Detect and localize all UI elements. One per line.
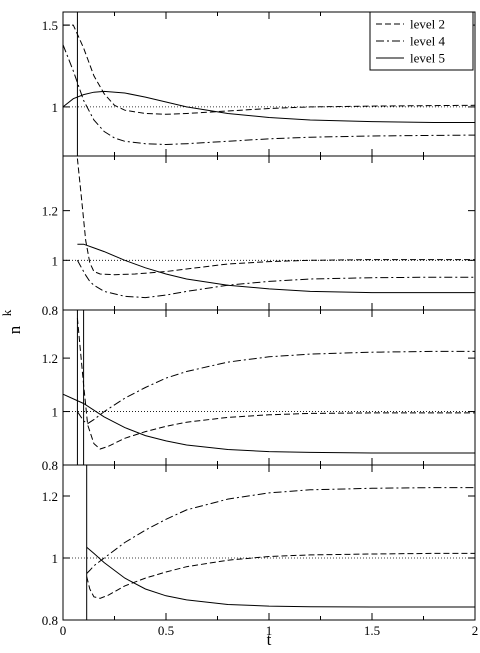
panel-3-ytick-label: 1 bbox=[52, 405, 59, 420]
panel-4-series-level-4 bbox=[86, 487, 475, 574]
x-axis-title: t bbox=[267, 630, 272, 649]
panel-4-ytick-label: 0.8 bbox=[42, 613, 58, 628]
legend-label: level 4 bbox=[410, 34, 446, 49]
panel-1-ytick-label: 1 bbox=[52, 100, 59, 115]
panel-4-ytick-label: 1 bbox=[52, 551, 59, 566]
panel-3-ytick-label: 1.2 bbox=[42, 351, 58, 366]
y-axis-title: n bbox=[5, 325, 24, 334]
y-axis-title-superscript: k bbox=[0, 309, 14, 316]
panel-4-ytick-label: 1.2 bbox=[42, 489, 58, 504]
legend-label: level 2 bbox=[410, 17, 445, 32]
panel-3-series-level-2 bbox=[76, 317, 475, 450]
x-tick-label: 1 bbox=[266, 623, 273, 638]
panel-3-series-level-4 bbox=[76, 350, 475, 425]
panel-2-series-level-5 bbox=[77, 243, 475, 294]
panel-1-series-level-2 bbox=[63, 24, 475, 115]
panel-1-series-level-5 bbox=[63, 90, 475, 123]
x-tick-label: 1.5 bbox=[364, 623, 380, 638]
legend-label: level 5 bbox=[410, 51, 445, 66]
panel-2-ytick-label: 0.8 bbox=[42, 303, 58, 318]
panel-4-series-level-5 bbox=[86, 546, 475, 608]
panel-2-series-level-2 bbox=[76, 158, 475, 276]
panel-1-ytick-label: 1.5 bbox=[42, 18, 58, 33]
x-tick-label: 0.5 bbox=[158, 623, 174, 638]
panel-4-series-level-2 bbox=[86, 552, 475, 599]
panel-2-ytick-label: 1.2 bbox=[42, 204, 58, 219]
panel-2-series-level-4 bbox=[76, 260, 475, 299]
x-tick-label: 2 bbox=[472, 623, 479, 638]
panel-2-frame bbox=[62, 155, 476, 311]
panel-3-series-level-5 bbox=[63, 393, 475, 454]
panel-3-frame bbox=[62, 309, 476, 466]
panel-3-ytick-label: 0.8 bbox=[42, 458, 58, 473]
panel-2-ytick-label: 1 bbox=[52, 253, 59, 268]
panel-1-series-level-4 bbox=[63, 44, 475, 146]
x-tick-label: 0 bbox=[60, 623, 67, 638]
